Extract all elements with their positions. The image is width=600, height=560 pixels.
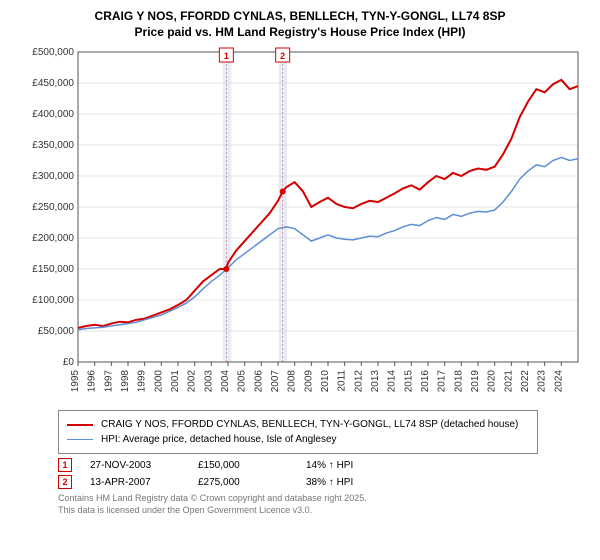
svg-text:2020: 2020: [487, 370, 498, 393]
footer-line1: Contains HM Land Registry data © Crown c…: [58, 493, 590, 505]
svg-text:2019: 2019: [470, 370, 481, 393]
svg-text:£0: £0: [63, 357, 75, 368]
marker-hpi-1: 14% ↑ HPI: [306, 460, 353, 471]
svg-text:£350,000: £350,000: [32, 140, 74, 151]
svg-text:1999: 1999: [137, 370, 148, 393]
svg-text:1996: 1996: [87, 370, 98, 393]
chart-container: CRAIG Y NOS, FFORDD CYNLAS, BENLLECH, TY…: [0, 0, 600, 523]
svg-text:2005: 2005: [237, 370, 248, 393]
svg-text:£50,000: £50,000: [38, 326, 75, 337]
svg-text:£400,000: £400,000: [32, 109, 74, 120]
title-line1: CRAIG Y NOS, FFORDD CYNLAS, BENLLECH, TY…: [10, 8, 590, 24]
marker-row-2: 2 13-APR-2007 £275,000 38% ↑ HPI: [58, 475, 590, 489]
svg-text:£250,000: £250,000: [32, 202, 74, 213]
svg-text:2015: 2015: [403, 370, 414, 393]
legend-row-1: HPI: Average price, detached house, Isle…: [67, 432, 529, 447]
svg-text:2010: 2010: [320, 370, 331, 393]
svg-text:2004: 2004: [220, 370, 231, 393]
chart-title: CRAIG Y NOS, FFORDD CYNLAS, BENLLECH, TY…: [10, 8, 590, 40]
svg-text:2008: 2008: [287, 370, 298, 393]
marker-price-1: £150,000: [198, 460, 288, 471]
title-line2: Price paid vs. HM Land Registry's House …: [10, 24, 590, 40]
marker-date-2: 13-APR-2007: [90, 477, 180, 488]
svg-text:2002: 2002: [187, 370, 198, 393]
svg-text:1998: 1998: [120, 370, 131, 393]
svg-text:2012: 2012: [353, 370, 364, 393]
svg-text:2013: 2013: [370, 370, 381, 393]
legend-label-1: HPI: Average price, detached house, Isle…: [101, 432, 337, 447]
svg-text:2: 2: [280, 51, 285, 61]
svg-text:£500,000: £500,000: [32, 47, 74, 58]
chart-svg: £0 £50,000 £100,000 £150,000 £200,000 £250,00…: [30, 44, 590, 404]
legend-swatch-1: [67, 439, 93, 440]
marker-date-1: 27-NOV-2003: [90, 460, 180, 471]
plot-area: £0 £50,000 £100,000 £150,000 £200,000 £250,00…: [30, 44, 590, 404]
legend-row-0: CRAIG Y NOS, FFORDD CYNLAS, BENLLECH, TY…: [67, 417, 529, 432]
svg-text:2023: 2023: [537, 370, 548, 393]
footer-line2: This data is licensed under the Open Gov…: [58, 505, 590, 517]
svg-text:£200,000: £200,000: [32, 233, 74, 244]
svg-text:2021: 2021: [503, 370, 514, 393]
svg-text:2011: 2011: [337, 370, 348, 392]
svg-text:1997: 1997: [103, 370, 114, 393]
legend-swatch-0: [67, 424, 93, 426]
svg-text:2017: 2017: [437, 370, 448, 393]
svg-text:2022: 2022: [520, 370, 531, 393]
svg-text:1: 1: [224, 51, 229, 61]
svg-text:2003: 2003: [203, 370, 214, 393]
marker-badge-2: 2: [58, 475, 72, 489]
svg-text:2007: 2007: [270, 370, 281, 393]
svg-text:2006: 2006: [253, 370, 264, 393]
svg-text:1995: 1995: [70, 370, 81, 393]
svg-text:£150,000: £150,000: [32, 264, 74, 275]
svg-text:2016: 2016: [420, 370, 431, 393]
svg-text:2014: 2014: [387, 370, 398, 393]
svg-text:£450,000: £450,000: [32, 78, 74, 89]
marker-row-1: 1 27-NOV-2003 £150,000 14% ↑ HPI: [58, 458, 590, 472]
marker-hpi-2: 38% ↑ HPI: [306, 477, 353, 488]
svg-text:£100,000: £100,000: [32, 295, 74, 306]
marker-badge-1: 1: [58, 458, 72, 472]
legend-label-0: CRAIG Y NOS, FFORDD CYNLAS, BENLLECH, TY…: [101, 417, 518, 432]
svg-text:2001: 2001: [170, 370, 181, 393]
svg-text:2009: 2009: [303, 370, 314, 393]
svg-text:2024: 2024: [553, 370, 564, 393]
svg-text:2000: 2000: [153, 370, 164, 393]
legend: CRAIG Y NOS, FFORDD CYNLAS, BENLLECH, TY…: [58, 410, 538, 454]
svg-text:2018: 2018: [453, 370, 464, 393]
footer: Contains HM Land Registry data © Crown c…: [58, 493, 590, 516]
marker-price-2: £275,000: [198, 477, 288, 488]
svg-text:£300,000: £300,000: [32, 171, 74, 182]
